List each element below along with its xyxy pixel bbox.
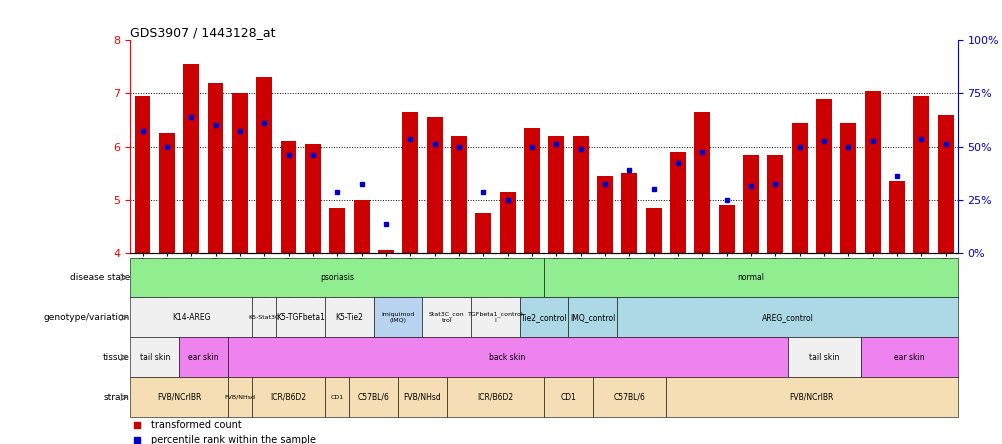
Bar bbox=[130, 297, 252, 337]
Bar bbox=[499, 192, 515, 253]
Bar bbox=[281, 141, 297, 253]
Text: CD1: CD1 bbox=[560, 393, 576, 402]
Text: disease state: disease state bbox=[69, 273, 130, 282]
Text: AREG_control: AREG_control bbox=[761, 313, 813, 322]
Bar bbox=[621, 173, 636, 253]
Text: K5-TGFbeta1: K5-TGFbeta1 bbox=[276, 313, 325, 322]
Bar bbox=[134, 96, 150, 253]
Text: ear skin: ear skin bbox=[188, 353, 218, 362]
Bar bbox=[451, 136, 466, 253]
Text: strain: strain bbox=[104, 393, 130, 402]
Bar bbox=[475, 213, 491, 253]
Text: FVB/NCrIBR: FVB/NCrIBR bbox=[156, 393, 201, 402]
Text: tail skin: tail skin bbox=[139, 353, 169, 362]
Bar bbox=[791, 123, 807, 253]
Bar bbox=[471, 297, 519, 337]
Text: K5-Tie2: K5-Tie2 bbox=[335, 313, 363, 322]
Bar bbox=[325, 377, 349, 417]
Bar bbox=[183, 64, 199, 253]
Text: percentile rank within the sample: percentile rank within the sample bbox=[151, 435, 316, 444]
Text: Stat3C_con
trol: Stat3C_con trol bbox=[429, 312, 464, 323]
Bar bbox=[325, 297, 374, 337]
Bar bbox=[398, 377, 446, 417]
Text: CD1: CD1 bbox=[331, 395, 344, 400]
Bar bbox=[888, 181, 904, 253]
Bar bbox=[864, 91, 880, 253]
Text: ICR/B6D2: ICR/B6D2 bbox=[477, 393, 513, 402]
Bar bbox=[669, 152, 685, 253]
Text: C57BL/6: C57BL/6 bbox=[613, 393, 644, 402]
Bar bbox=[718, 205, 733, 253]
Bar bbox=[402, 112, 418, 253]
Bar bbox=[354, 200, 369, 253]
Bar bbox=[572, 136, 588, 253]
Bar bbox=[349, 377, 398, 417]
Bar bbox=[159, 133, 174, 253]
Text: K14-AREG: K14-AREG bbox=[171, 313, 210, 322]
Text: tissue: tissue bbox=[103, 353, 130, 362]
Bar bbox=[693, 112, 709, 253]
Bar bbox=[787, 337, 860, 377]
Text: normal: normal bbox=[736, 273, 764, 282]
Bar bbox=[329, 208, 345, 253]
Bar bbox=[523, 128, 539, 253]
Bar bbox=[305, 144, 321, 253]
Bar bbox=[446, 377, 543, 417]
Bar bbox=[767, 155, 783, 253]
Text: imiquimod
(IMQ): imiquimod (IMQ) bbox=[381, 312, 415, 323]
Bar bbox=[252, 297, 277, 337]
Bar bbox=[130, 337, 179, 377]
Bar bbox=[665, 377, 957, 417]
Bar bbox=[426, 117, 442, 253]
Bar bbox=[422, 297, 471, 337]
Bar bbox=[548, 136, 564, 253]
Text: K5-Stat3C: K5-Stat3C bbox=[248, 315, 280, 320]
Bar bbox=[207, 83, 223, 253]
Bar bbox=[252, 377, 325, 417]
Text: GDS3907 / 1443128_at: GDS3907 / 1443128_at bbox=[130, 26, 276, 39]
Bar bbox=[277, 297, 325, 337]
Bar bbox=[227, 377, 252, 417]
Text: ICR/B6D2: ICR/B6D2 bbox=[271, 393, 307, 402]
Bar bbox=[568, 297, 616, 337]
Text: ear skin: ear skin bbox=[893, 353, 924, 362]
Bar bbox=[227, 337, 787, 377]
Bar bbox=[179, 337, 227, 377]
Bar bbox=[130, 377, 227, 417]
Bar bbox=[645, 208, 661, 253]
Bar bbox=[913, 96, 928, 253]
Text: genotype/variation: genotype/variation bbox=[44, 313, 130, 322]
Bar bbox=[231, 93, 247, 253]
Text: FVB/NHsd: FVB/NHsd bbox=[224, 395, 256, 400]
Bar bbox=[592, 377, 665, 417]
Bar bbox=[596, 176, 612, 253]
Text: back skin: back skin bbox=[489, 353, 525, 362]
Bar bbox=[816, 99, 831, 253]
Text: tail skin: tail skin bbox=[808, 353, 839, 362]
Bar bbox=[519, 297, 568, 337]
Text: C57BL/6: C57BL/6 bbox=[358, 393, 390, 402]
Bar bbox=[742, 155, 759, 253]
Text: transformed count: transformed count bbox=[151, 420, 241, 430]
Bar bbox=[543, 258, 957, 297]
Bar bbox=[860, 337, 957, 377]
Text: Tie2_control: Tie2_control bbox=[520, 313, 567, 322]
Bar bbox=[378, 250, 394, 253]
Bar bbox=[257, 77, 272, 253]
Text: psoriasis: psoriasis bbox=[320, 273, 354, 282]
Bar bbox=[616, 297, 957, 337]
Bar bbox=[130, 258, 543, 297]
Text: FVB/NHsd: FVB/NHsd bbox=[403, 393, 441, 402]
Text: TGFbeta1_control
l: TGFbeta1_control l bbox=[467, 312, 523, 323]
Text: FVB/NCrIBR: FVB/NCrIBR bbox=[789, 393, 834, 402]
Bar bbox=[543, 377, 592, 417]
Bar bbox=[937, 115, 953, 253]
Text: IMQ_control: IMQ_control bbox=[569, 313, 615, 322]
Bar bbox=[374, 297, 422, 337]
Bar bbox=[840, 123, 856, 253]
